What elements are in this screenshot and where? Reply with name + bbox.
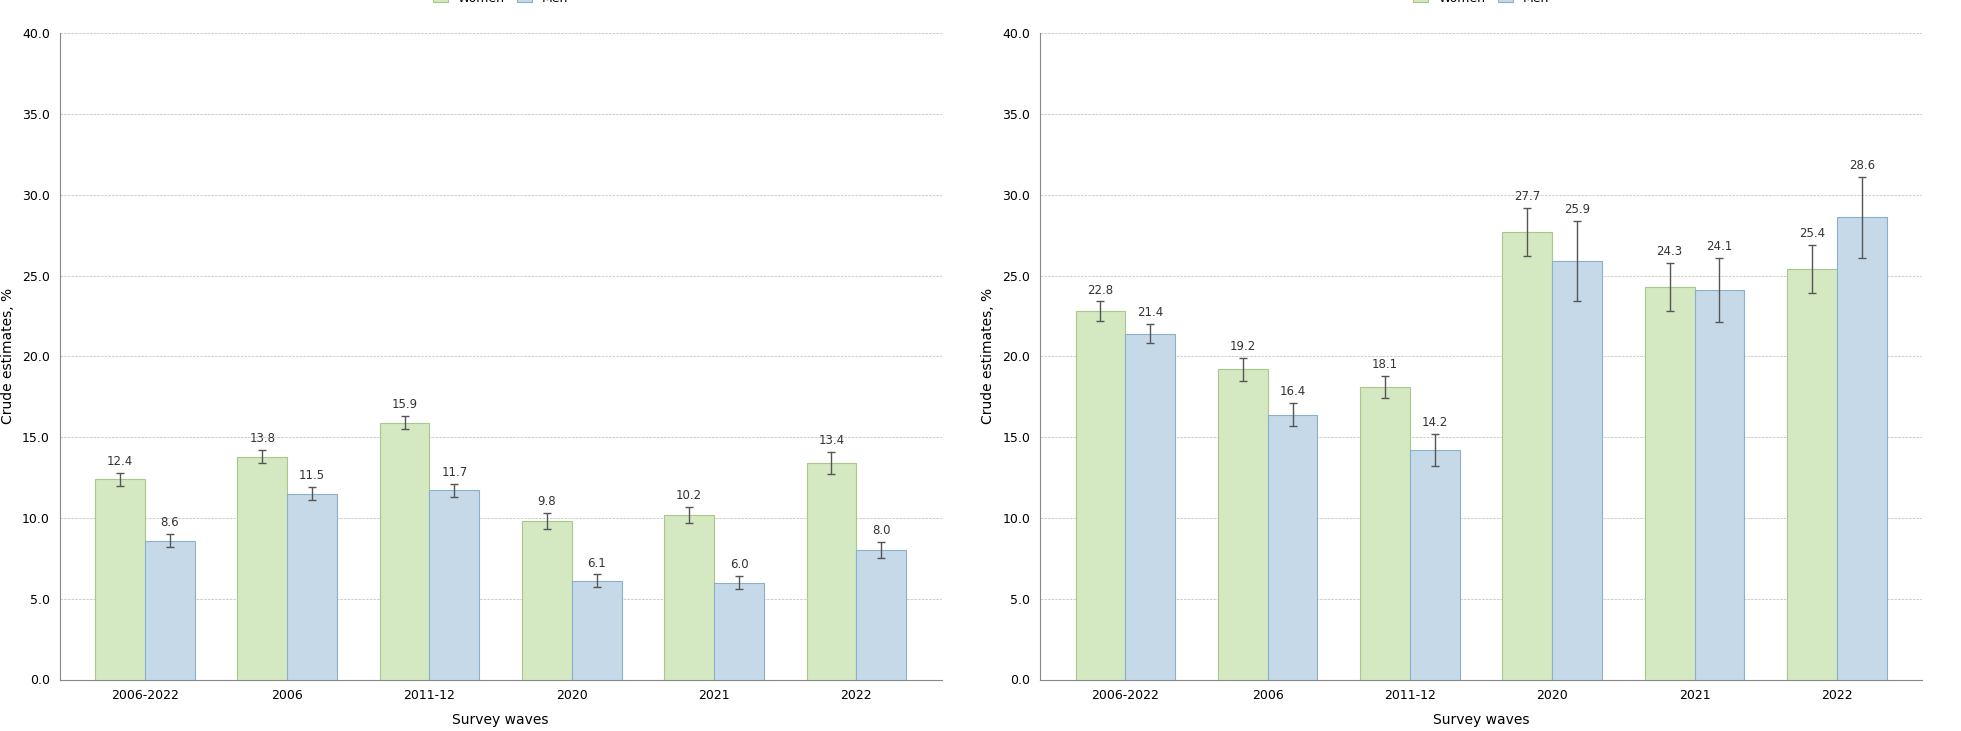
Text: 19.2: 19.2 — [1230, 340, 1255, 353]
Text: 9.8: 9.8 — [537, 495, 557, 508]
Y-axis label: Crude estimates, %: Crude estimates, % — [980, 288, 996, 425]
Bar — [145, 540, 194, 680]
Bar — [286, 493, 337, 680]
Bar — [1694, 290, 1745, 680]
Text: 18.1: 18.1 — [1373, 358, 1398, 371]
Text: 16.4: 16.4 — [1279, 385, 1306, 398]
Text: 15.9: 15.9 — [392, 398, 418, 412]
Text: 24.1: 24.1 — [1706, 240, 1734, 253]
Bar — [1361, 387, 1410, 680]
Text: 11.7: 11.7 — [441, 466, 467, 480]
Text: 13.8: 13.8 — [249, 432, 275, 445]
Text: 10.2: 10.2 — [677, 489, 702, 501]
Bar — [522, 521, 573, 680]
Text: 25.4: 25.4 — [1798, 227, 1826, 240]
Text: 13.4: 13.4 — [818, 434, 845, 447]
X-axis label: Survey waves: Survey waves — [1433, 713, 1530, 727]
X-axis label: Survey waves: Survey waves — [453, 713, 549, 727]
Bar — [1126, 334, 1175, 680]
Bar — [429, 491, 478, 680]
Text: 8.0: 8.0 — [873, 524, 890, 537]
Text: 28.6: 28.6 — [1849, 159, 1875, 173]
Text: 24.3: 24.3 — [1657, 245, 1683, 258]
Bar — [1553, 261, 1602, 680]
Bar — [857, 550, 906, 680]
Text: 21.4: 21.4 — [1137, 306, 1163, 319]
Bar — [1645, 287, 1694, 680]
Y-axis label: Crude estimates, %: Crude estimates, % — [0, 288, 16, 425]
Bar — [1837, 217, 1886, 680]
Bar — [665, 515, 714, 680]
Bar — [94, 480, 145, 680]
Bar — [1410, 450, 1459, 680]
Bar — [573, 581, 622, 680]
Bar — [806, 463, 857, 680]
Text: 25.9: 25.9 — [1565, 202, 1590, 216]
Bar — [1786, 269, 1837, 680]
Legend: Women, Men: Women, Men — [1410, 0, 1553, 8]
Bar — [380, 423, 429, 680]
Text: 8.6: 8.6 — [161, 516, 178, 529]
Text: 6.0: 6.0 — [729, 558, 749, 571]
Text: 11.5: 11.5 — [298, 469, 326, 482]
Bar — [1075, 311, 1126, 680]
Legend: Women, Men: Women, Men — [429, 0, 573, 8]
Text: 6.1: 6.1 — [586, 556, 606, 569]
Bar — [1218, 369, 1267, 680]
Text: 14.2: 14.2 — [1422, 416, 1447, 429]
Text: 22.8: 22.8 — [1088, 284, 1114, 297]
Text: 12.4: 12.4 — [106, 455, 133, 468]
Bar — [237, 457, 286, 680]
Bar — [1502, 232, 1553, 680]
Bar — [714, 583, 765, 680]
Text: 27.7: 27.7 — [1514, 190, 1541, 203]
Bar — [1267, 414, 1318, 680]
